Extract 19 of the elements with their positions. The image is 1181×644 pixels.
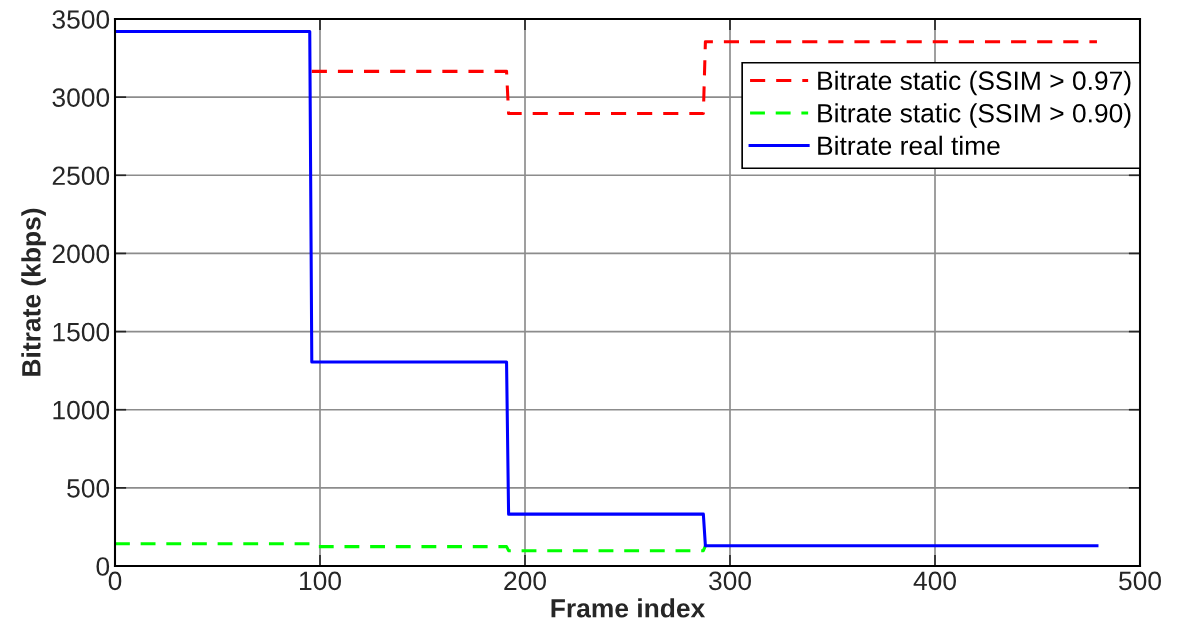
y-tick-label: 500 [67,478,110,498]
y-axis-title: Bitrate (kbps) [21,208,46,376]
legend-label: Bitrate real time [818,135,1000,156]
y-tick-label: 3000 [52,88,110,107]
x-tick-label: 300 [708,571,751,591]
x-tick-label: 400 [913,571,956,591]
y-tick-label: 1000 [53,400,110,420]
y-tick-label: 3500 [52,10,110,29]
x-tick-label: 200 [504,571,546,591]
line-series [115,542,707,553]
x-tick-label: 500 [1119,571,1161,591]
y-tick-label: 1500 [53,322,110,342]
y-tick-label: 2000 [52,244,110,264]
y-tick-label: 2500 [52,166,110,186]
y-tick-label: 0 [96,557,110,576]
legend-label: Bitrate static (SSIM > 0.97) [818,70,1131,96]
x-tick-label: 100 [300,571,341,591]
x-axis-title: Frame index [551,598,706,618]
legend-label: Bitrate static (SSIM > 0.90) [818,103,1131,128]
